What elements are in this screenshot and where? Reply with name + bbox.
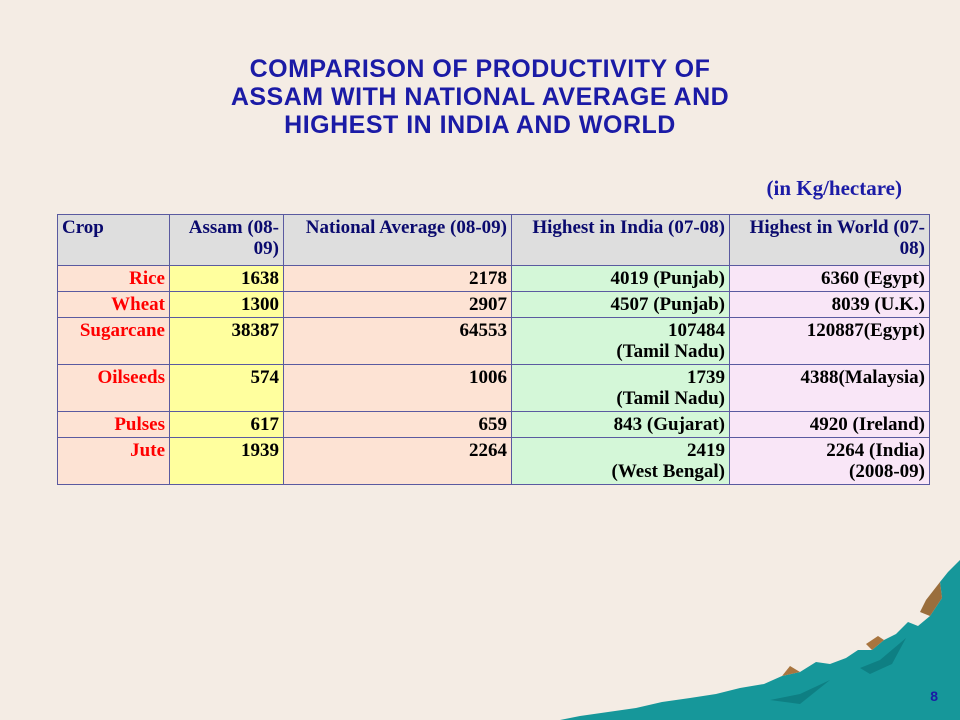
world-value-text: 120887(Egypt) [806,320,925,341]
crop-name: Sugarcane [57,317,170,365]
world-highest: 120887(Egypt) [729,317,930,365]
national-value-text: 2264 [469,440,507,461]
india-highest: 1739 (Tamil Nadu) [511,364,730,412]
slide-title: COMPARISON OF PRODUCTIVITY OF ASSAM WITH… [100,55,860,139]
assam-value: 1638 [169,265,284,292]
india-place-text: (Tamil Nadu) [616,388,725,409]
assam-value-text: 38387 [231,320,280,341]
crop-name: Pulses [57,411,170,438]
india-value-text: 2419 [687,440,725,461]
table-header-row: Crop Assam (08-09) National Average (08-… [57,214,930,266]
india-place-text: (West Bengal) [611,461,725,482]
assam-value-text: 1638 [241,268,279,289]
header-crop: Crop [57,214,170,266]
india-highest: 4507 (Punjab) [511,291,730,318]
national-value-text: 2907 [469,294,507,315]
crop-name-text: Wheat [111,294,165,315]
header-national: National Average (08-09) [283,214,512,266]
crop-name: Oilseeds [57,364,170,412]
assam-value-text: 1939 [241,440,279,461]
national-value-text: 2178 [469,268,507,289]
world-note-text: (2008-09) [849,461,925,482]
assam-value: 1300 [169,291,284,318]
world-highest: 4388(Malaysia) [729,364,930,412]
table-row: Rice 1638 2178 4019 (Punjab) 6360 (Egypt) [57,265,930,292]
world-value-text: 4920 (Ireland) [809,414,925,435]
national-value: 659 [283,411,512,438]
title-line-2: ASSAM WITH NATIONAL AVERAGE AND [230,83,730,111]
crop-name: Jute [57,437,170,485]
national-value: 2178 [283,265,512,292]
table-row: Sugarcane 38387 64553 107484 (Tamil Nadu) 120… [57,317,930,365]
crop-name-text: Rice [129,268,165,289]
assam-value: 617 [169,411,284,438]
india-highest: 2419 (West Bengal) [511,437,730,485]
india-value-text: 4019 (Punjab) [610,268,725,289]
world-highest: 2264 (India) (2008-09) [729,437,930,485]
crop-name-text: Jute [130,440,165,461]
assam-value: 574 [169,364,284,412]
table-row: Jute 1939 2264 2419 (West Bengal) 2264 (India… [57,437,930,485]
india-highest: 107484 (Tamil Nadu) [511,317,730,365]
header-india: Highest in India (07-08) [511,214,730,266]
crop-name-text: Sugarcane [79,320,165,341]
crop-name: Wheat [57,291,170,318]
assam-value-text: 617 [250,414,280,435]
national-value: 2907 [283,291,512,318]
india-highest: 843 (Gujarat) [511,411,730,438]
national-value-text: 659 [478,414,508,435]
productivity-table: Crop Assam (08-09) National Average (08-… [57,214,930,485]
table-row: Pulses 617 659 843 (Gujarat) 4920 (Ireland) [57,411,930,438]
india-value-text: 843 (Gujarat) [613,414,725,435]
national-value: 2264 [283,437,512,485]
india-highest: 4019 (Punjab) [511,265,730,292]
india-place-text: (Tamil Nadu) [616,341,725,362]
india-value-text: 4507 (Punjab) [610,294,725,315]
header-assam: Assam (08-09) [169,214,284,266]
crop-name-text: Pulses [114,414,165,435]
crop-name-text: Oilseeds [97,367,165,388]
assam-value: 1939 [169,437,284,485]
world-highest: 4920 (Ireland) [729,411,930,438]
assam-value-text: 574 [250,367,280,388]
national-value: 64553 [283,317,512,365]
unit-note: (in Kg/hectare) [766,176,903,200]
world-highest: 8039 (U.K.) [729,291,930,318]
world-value-text: 8039 (U.K.) [831,294,925,315]
header-world: Highest in World (07-08) [729,214,930,266]
national-value-text: 1006 [469,367,507,388]
world-value-text: 2264 (India) [826,440,925,461]
india-value-text: 107484 [668,320,725,341]
world-value-text: 6360 (Egypt) [821,268,925,289]
page-number: 8 [930,688,938,704]
india-value-text: 1739 [687,367,725,388]
world-highest: 6360 (Egypt) [729,265,930,292]
national-value: 1006 [283,364,512,412]
world-value-text: 4388(Malaysia) [800,367,925,388]
national-value-text: 64553 [459,320,508,341]
table-row: Wheat 1300 2907 4507 (Punjab) 8039 (U.K.) [57,291,930,318]
title-line-3: HIGHEST IN INDIA AND WORLD [284,111,676,139]
assam-value-text: 1300 [241,294,279,315]
title-line-1: COMPARISON OF PRODUCTIVITY OF [249,55,711,83]
table-row: Oilseeds 574 1006 1739 (Tamil Nadu) 4388(Mala… [57,364,930,412]
